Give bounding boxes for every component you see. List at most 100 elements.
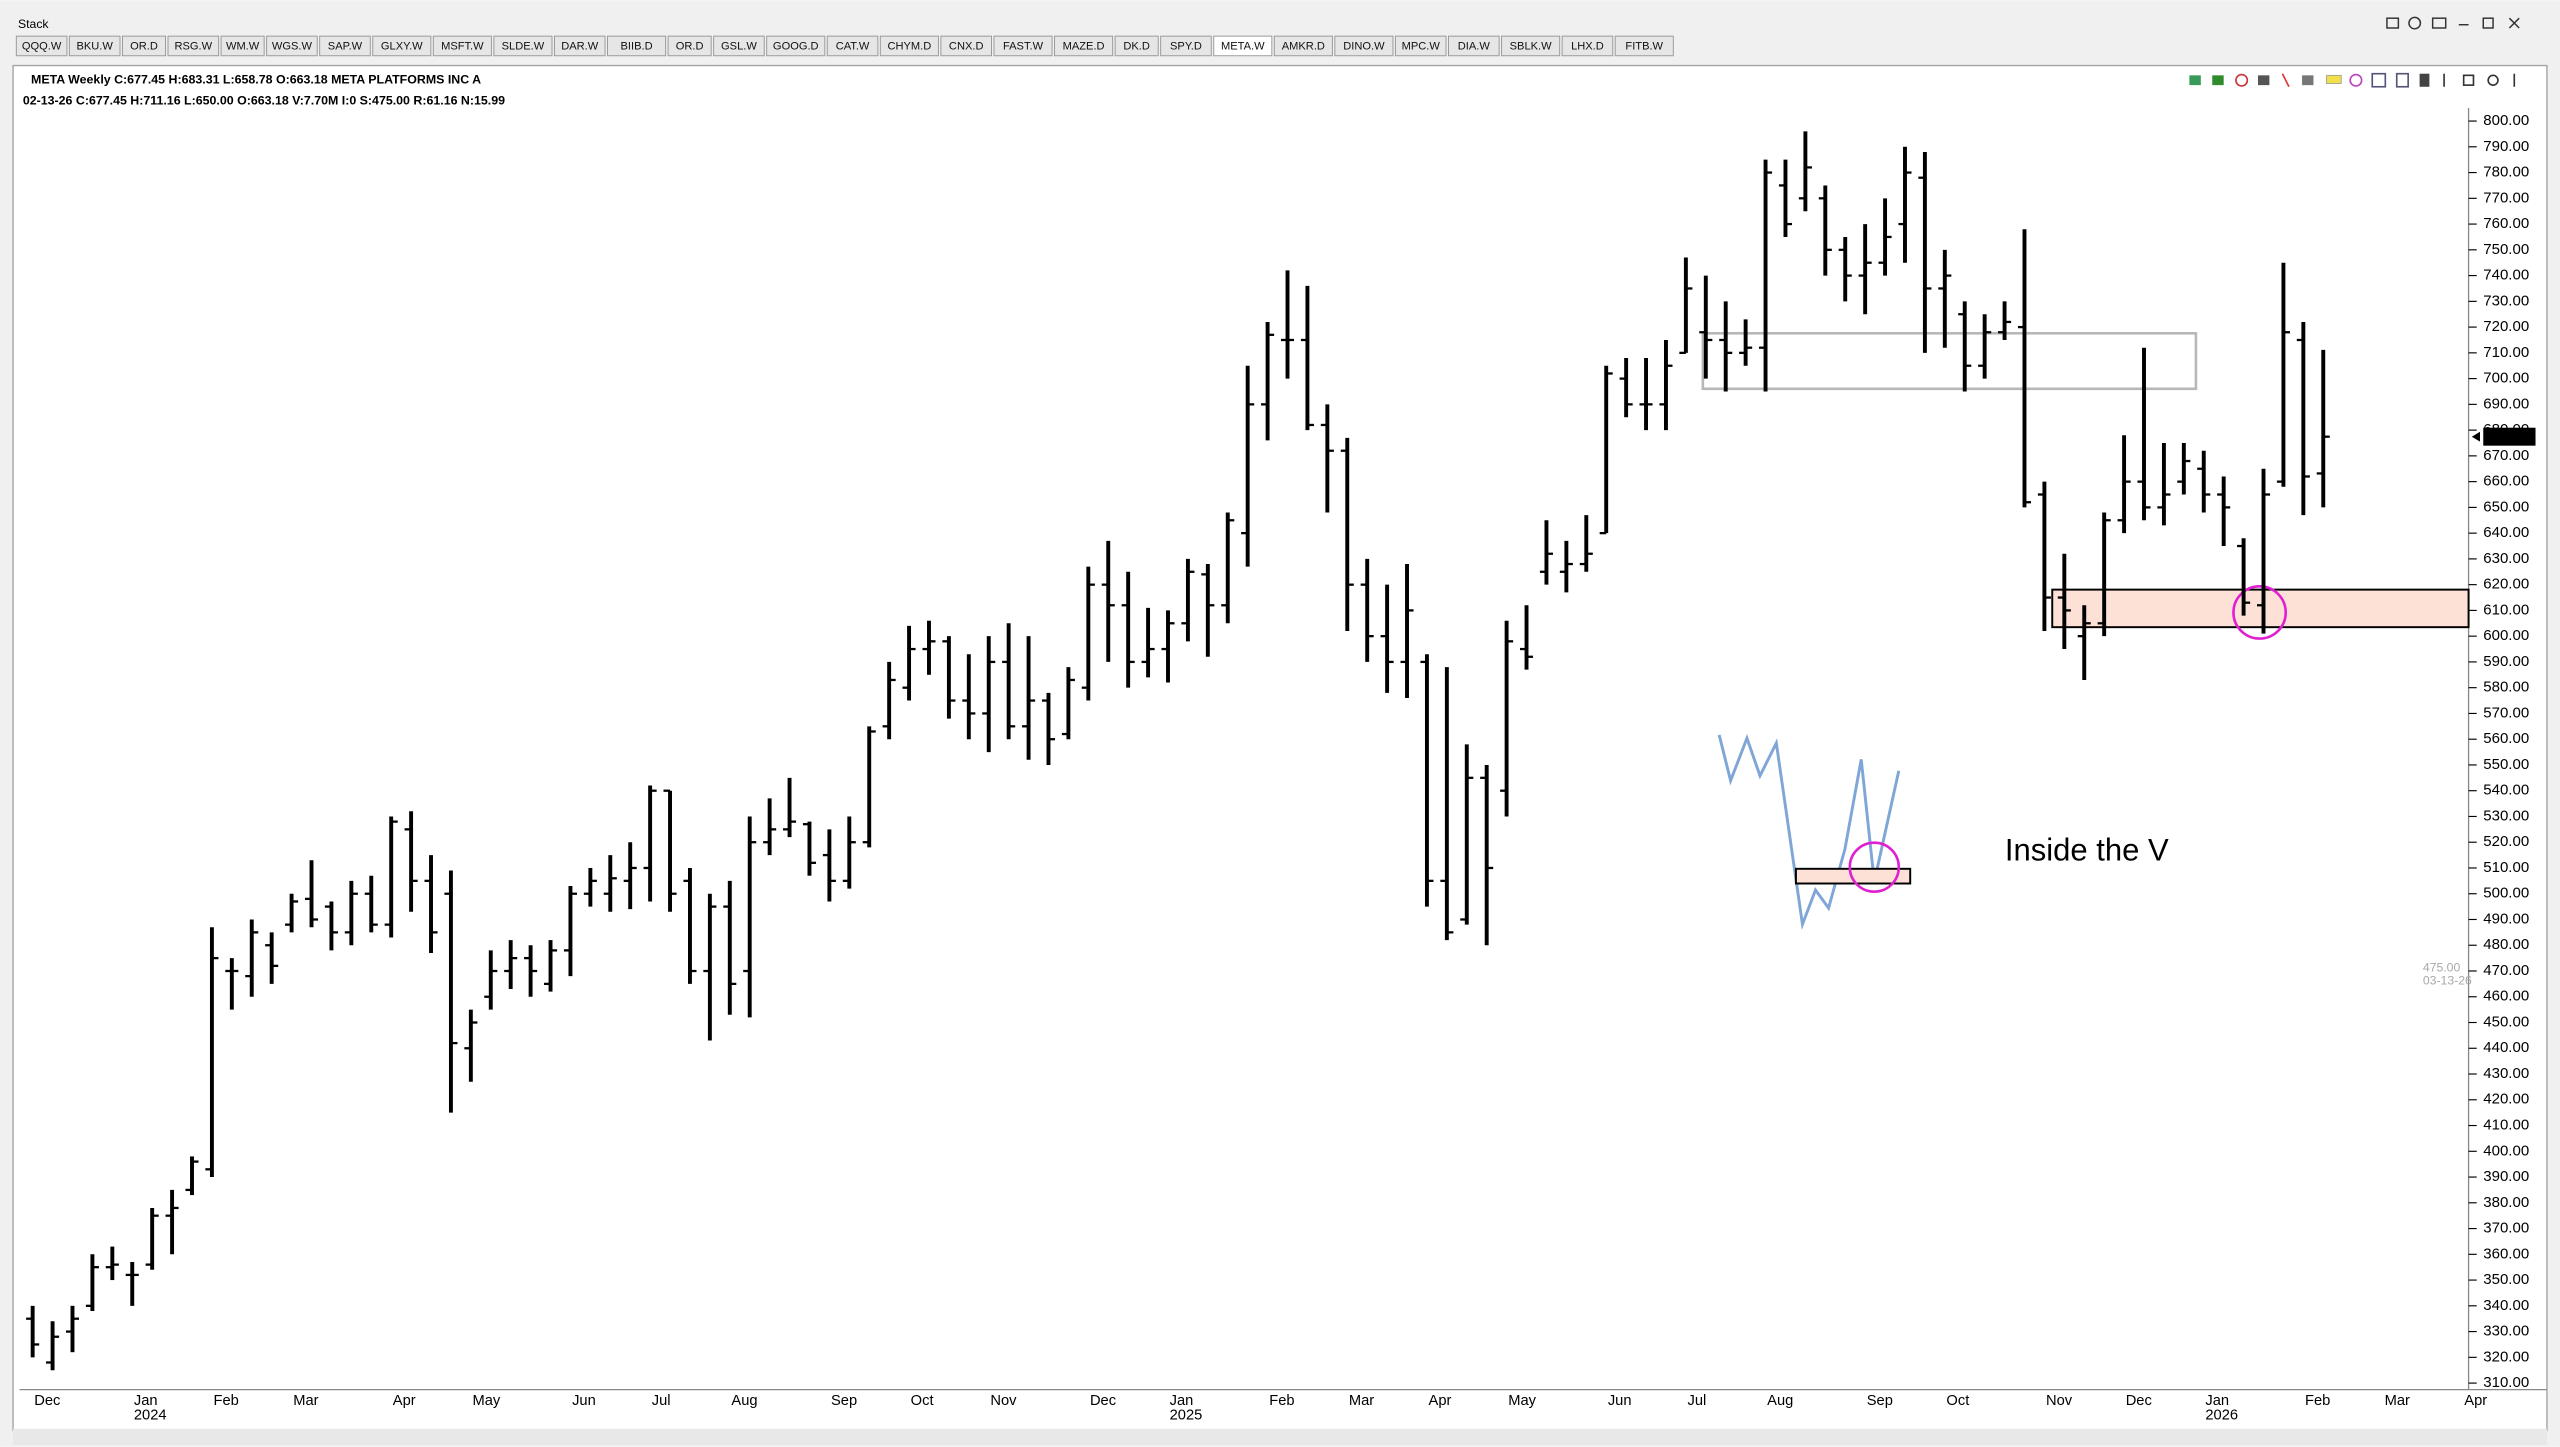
tab[interactable]: CAT.W [826,35,879,57]
toolbar-icons[interactable] [2189,72,2516,88]
tab-label[interactable]: WM.W [226,41,260,53]
tab-label[interactable]: OR.D [676,41,704,53]
close[interactable] [2508,17,2520,29]
window-controls[interactable] [2386,16,2520,30]
tab-bg[interactable] [319,35,371,57]
tab[interactable]: FAST.W [993,35,1053,57]
tab-bg[interactable] [1334,35,1394,57]
tool-icon[interactable] [2419,73,2430,87]
tab-bg[interactable] [607,35,667,57]
tab-label[interactable]: GSL.W [721,41,757,53]
tab-label[interactable]: MSFT.W [441,41,484,53]
tab-bg[interactable] [553,35,606,57]
tab-label[interactable]: CAT.W [836,41,870,53]
tab[interactable]: WGS.W [266,35,318,57]
tab-bg[interactable] [1273,35,1333,57]
tab[interactable]: MPC.W [1394,35,1447,57]
tab-label[interactable]: QQQ.W [22,41,62,53]
scroll-strip[interactable] [13,1428,2547,1446]
tab-label[interactable]: SBLK.W [1510,41,1552,53]
help-icon[interactable] [2408,16,2422,30]
tab-label[interactable]: CNX.D [949,41,984,53]
tab-label[interactable]: AMKR.D [1282,41,1325,53]
tab[interactable]: BKU.W [68,35,121,57]
tab-bg[interactable] [493,35,553,57]
tab[interactable]: DK.D [1114,35,1159,57]
tab[interactable]: DINO.W [1334,35,1394,57]
tab-bg[interactable] [1213,35,1273,57]
tab-label[interactable]: DAR.W [561,41,599,53]
tab-label[interactable]: BIIB.D [621,41,653,53]
tool-icon[interactable] [2487,74,2499,86]
tab-label[interactable]: SPY.D [1170,41,1202,53]
tab[interactable]: SPY.D [1160,35,1212,57]
tab-bg[interactable] [68,35,121,57]
tab-bg[interactable] [1054,35,1114,57]
tool-icon[interactable] [2462,74,2475,86]
tab[interactable]: CNX.D [940,35,992,57]
tab-label[interactable]: WGS.W [272,41,313,53]
tab-label[interactable]: CHYM.D [888,41,932,53]
tab-bg[interactable] [167,35,220,57]
tab-label[interactable]: BKU.W [77,41,114,53]
tab-label[interactable]: MAZE.D [1063,41,1105,53]
tab-label[interactable]: RSG.W [175,41,213,53]
tool-icon[interactable] [2189,75,2201,86]
tab-label[interactable]: GLXY.W [381,41,423,53]
tab[interactable]: MSFT.W [432,35,492,57]
tab-label[interactable]: FAST.W [1003,41,1044,53]
tool-icon[interactable] [2326,74,2342,84]
tab-bg[interactable] [940,35,992,57]
tab-bg[interactable] [879,35,939,57]
tab-label[interactable]: SAP.W [328,41,363,53]
control-icon[interactable] [2386,17,2400,29]
tool-icon[interactable] [2235,73,2249,87]
tab-label[interactable]: LHX.D [1571,41,1604,53]
control-icon[interactable] [2431,17,2447,29]
tab[interactable]: RSG.W [167,35,220,57]
tab[interactable]: DAR.W [553,35,606,57]
tab[interactable]: GLXY.W [372,35,432,57]
tab-bg[interactable] [1394,35,1447,57]
tab-bg[interactable] [1501,35,1561,57]
tab[interactable]: AMKR.D [1273,35,1333,57]
tab[interactable]: CHYM.D [879,35,939,57]
tab[interactable]: SLDE.W [493,35,553,57]
tab-bg[interactable] [1448,35,1500,57]
tab-bg[interactable] [766,35,826,57]
tab-bg[interactable] [1114,35,1159,57]
tab-label[interactable]: META.W [1221,41,1265,53]
tab[interactable]: WM.W [220,35,265,57]
tab[interactable]: BIIB.D [607,35,667,57]
tab[interactable]: MAZE.D [1054,35,1114,57]
tab-bg[interactable] [713,35,765,57]
tab-label[interactable]: DK.D [1123,41,1150,53]
tab-bg[interactable] [667,35,712,57]
tool-icon[interactable] [2257,75,2270,86]
tab-bg[interactable] [993,35,1053,57]
tab-label[interactable]: DINO.W [1343,41,1385,53]
tool-icon[interactable] [2212,75,2224,86]
tab-label[interactable]: DIA.W [1458,41,1491,53]
tab-bg[interactable] [121,35,167,57]
tab[interactable]: SAP.W [319,35,371,57]
tab[interactable]: META.W [1213,35,1273,57]
tab-bg[interactable] [15,35,68,57]
maximize[interactable] [2482,17,2494,29]
tab[interactable]: GOOG.D [766,35,826,57]
tab[interactable]: GSL.W [713,35,765,57]
tab[interactable]: OR.D [667,35,712,57]
tab-label[interactable]: SLDE.W [502,41,545,53]
tab-label[interactable]: FITB.W [1625,41,1663,53]
tab[interactable]: FITB.W [1614,35,1674,57]
tab-bg[interactable] [826,35,879,57]
tool-icon[interactable] [2281,73,2290,88]
tool-icon[interactable] [2302,75,2314,86]
tool-icon[interactable] [2371,72,2387,88]
tab-bg[interactable] [432,35,492,57]
tab-bg[interactable] [220,35,265,57]
tool-icon[interactable] [2395,72,2409,88]
tab[interactable]: QQQ.W [15,35,68,57]
tab-bg[interactable] [1561,35,1614,57]
tab-label[interactable]: GOOG.D [773,41,819,53]
